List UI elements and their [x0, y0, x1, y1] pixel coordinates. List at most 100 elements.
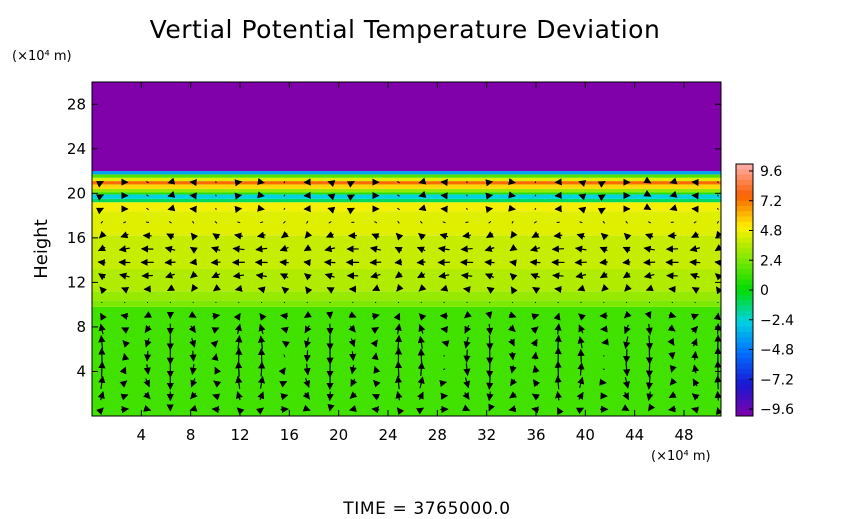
wind-vector-193 — [325, 231, 334, 238]
colorbar-slice-24 — [736, 290, 753, 296]
wind-vector-283 — [439, 232, 449, 240]
wind-vector-275 — [441, 340, 450, 348]
wind-vector-219 — [373, 365, 381, 374]
wind-vector-167 — [304, 337, 312, 349]
wind-vector-301 — [462, 231, 472, 239]
wind-vector-168 — [304, 325, 312, 334]
wind-vector-25 — [120, 312, 129, 320]
x-tick-label-8: 36 — [526, 426, 545, 444]
wind-vector-359 — [534, 181, 537, 184]
colorbar-slice-41 — [736, 379, 753, 385]
wind-vector-92 — [213, 380, 222, 388]
colorbar-tick-label-7: −7.2 — [760, 372, 794, 388]
wind-vector-272 — [439, 379, 448, 387]
field-band-16 — [92, 82, 721, 172]
colorbar-slice-39 — [736, 368, 753, 375]
field-band-11 — [92, 184, 721, 189]
wind-vector-159 — [283, 207, 286, 211]
colorbar-slice-14 — [736, 237, 753, 244]
wind-vector-74 — [190, 378, 198, 388]
wind-vector-51 — [146, 207, 149, 211]
colorbar-slice-37 — [736, 358, 753, 364]
wind-vector-148 — [283, 354, 286, 358]
field-band-9 — [92, 192, 721, 195]
x-tick-label-6: 28 — [428, 426, 447, 444]
wind-vector-333 — [510, 286, 518, 295]
wind-vector-288 — [462, 404, 471, 412]
wind-vector-495 — [715, 286, 721, 295]
wind-vector-21 — [119, 366, 127, 375]
wind-vector-132 — [258, 323, 266, 335]
wind-vector-202 — [349, 351, 357, 362]
wind-vector-503 — [717, 181, 719, 184]
wind-vector-433 — [646, 391, 654, 401]
colorbar-slice-38 — [736, 363, 753, 370]
wind-vector-192 — [324, 245, 336, 253]
wind-vector-426 — [622, 246, 631, 254]
wind-vector-247 — [395, 232, 404, 241]
wind-vector-78 — [188, 325, 196, 334]
wind-vector-356 — [533, 221, 537, 224]
wind-vector-369 — [554, 285, 562, 294]
wind-vector-410 — [602, 220, 606, 224]
wind-vector-64 — [165, 271, 175, 279]
wind-vector-245 — [394, 258, 402, 266]
wind-vector-107 — [215, 181, 217, 184]
wind-vector-287 — [440, 178, 448, 187]
wind-vector-442 — [643, 271, 655, 279]
wind-vector-395 — [578, 180, 587, 187]
wind-vector-20 — [119, 380, 128, 388]
wind-vector-500 — [716, 220, 720, 224]
wind-vector-294 — [464, 324, 472, 334]
wind-vector-103 — [212, 233, 221, 241]
wind-vector-161 — [283, 181, 286, 184]
x-tick-label-3: 16 — [280, 426, 299, 444]
wind-vector-216 — [371, 406, 380, 414]
wind-vector-127 — [257, 391, 265, 401]
wind-vector-82 — [190, 270, 198, 279]
wind-vector-259 — [418, 313, 427, 321]
wind-vector-339 — [508, 204, 516, 212]
wind-vector-302 — [465, 221, 469, 224]
wind-vector-125 — [234, 179, 243, 187]
wind-vector-441 — [645, 284, 654, 292]
wind-vector-163 — [302, 391, 311, 400]
wind-vector-97 — [212, 312, 221, 320]
wind-vector-336 — [509, 244, 518, 252]
wind-vector-498 — [714, 244, 721, 252]
wind-vector-280 — [438, 271, 450, 280]
wind-vector-416 — [622, 376, 630, 389]
wind-vector-94 — [211, 353, 219, 362]
wind-vector-32 — [123, 221, 127, 224]
wind-vector-22 — [122, 352, 130, 361]
wind-vector-150 — [280, 326, 289, 334]
wind-vector-2 — [98, 375, 106, 389]
wind-vector-417 — [623, 362, 631, 377]
wind-vector-448 — [643, 189, 652, 197]
wind-vector-198 — [348, 405, 357, 412]
colorbar-tick-label-1: 7.2 — [760, 194, 782, 210]
wind-vector-289 — [462, 391, 470, 400]
wind-vector-7 — [99, 312, 107, 321]
wind-vector-72 — [189, 404, 198, 412]
wind-vector-217 — [371, 393, 381, 401]
wind-vector-242 — [397, 301, 400, 304]
wind-vector-166 — [303, 350, 311, 363]
wind-vector-269 — [418, 177, 427, 185]
wind-vector-382 — [577, 348, 585, 363]
wind-vector-470 — [692, 378, 700, 387]
wind-vector-66 — [164, 245, 176, 253]
wind-vector-432 — [647, 403, 656, 412]
wind-vector-6 — [98, 323, 106, 335]
wind-vector-266 — [419, 220, 423, 224]
wind-vector-146 — [279, 380, 288, 388]
wind-vector-120 — [232, 245, 245, 253]
wind-vector-411 — [597, 207, 606, 215]
wind-vector-12 — [97, 244, 106, 252]
wind-vector-1 — [97, 391, 105, 401]
wind-vector-93 — [214, 366, 222, 375]
wind-vector-75 — [189, 364, 197, 376]
wind-vector-263 — [416, 258, 426, 266]
wind-vector-367 — [553, 312, 561, 321]
